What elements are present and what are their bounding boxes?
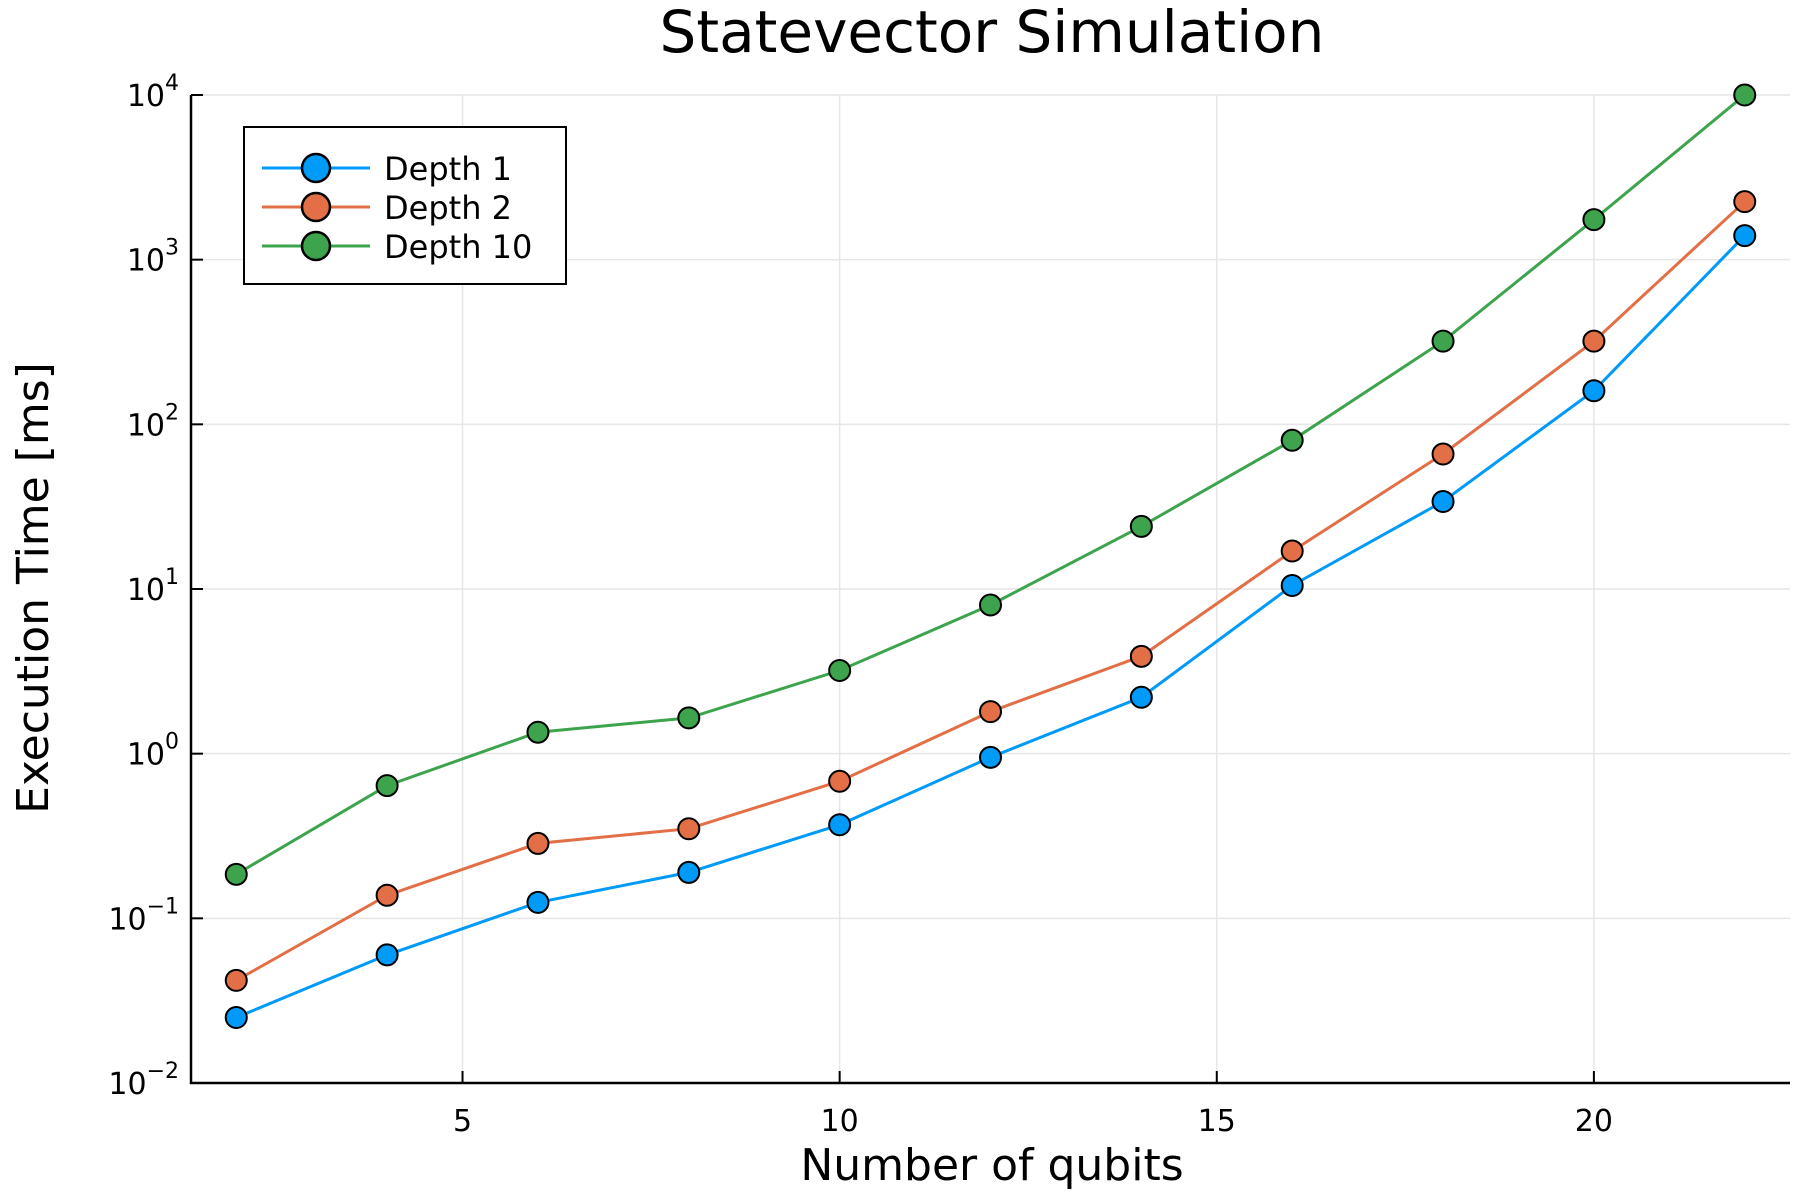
data-point — [1582, 329, 1606, 353]
legend-item: Depth 1 — [262, 150, 512, 188]
data-point — [677, 817, 701, 841]
x-tick-label: 20 — [1575, 1104, 1613, 1139]
legend-item: Depth 2 — [262, 189, 512, 227]
data-point — [1733, 224, 1757, 248]
data-point — [224, 862, 248, 886]
y-tick-label: 102 — [127, 400, 179, 443]
data-point — [375, 774, 399, 798]
data-point — [828, 769, 852, 793]
legend-label: Depth 2 — [384, 189, 512, 227]
data-point — [828, 813, 852, 837]
series-depth-10 — [224, 83, 1757, 886]
data-point — [1733, 190, 1757, 214]
data-point — [1129, 514, 1153, 538]
data-point — [1431, 442, 1455, 466]
data-point — [1280, 574, 1304, 598]
chart-title: Statevector Simulation — [660, 0, 1325, 66]
series-depth-2 — [224, 190, 1757, 992]
series-depth-1 — [224, 224, 1757, 1029]
y-tick-label: 10−2 — [108, 1059, 179, 1102]
data-point — [224, 968, 248, 992]
legend-label: Depth 10 — [384, 228, 532, 266]
x-tick-label: 10 — [821, 1104, 859, 1139]
data-point — [375, 883, 399, 907]
data-point — [677, 706, 701, 730]
data-point — [1129, 685, 1153, 709]
y-tick-label: 10−1 — [108, 894, 179, 937]
y-axis-label: Execution Time [ms] — [8, 362, 59, 814]
data-point — [677, 860, 701, 884]
data-point — [224, 1005, 248, 1029]
x-tick-label: 5 — [453, 1104, 472, 1139]
data-point — [979, 700, 1002, 724]
data-point — [526, 890, 550, 914]
data-point — [1280, 539, 1304, 563]
data-point — [526, 720, 550, 744]
legend-label: Depth 1 — [384, 150, 512, 188]
legend-marker — [300, 191, 332, 223]
data-point — [1733, 83, 1757, 107]
legend-marker — [300, 230, 332, 262]
data-point — [1129, 644, 1153, 668]
data-point — [1431, 489, 1455, 513]
axes — [189, 94, 1790, 1085]
legend-item: Depth 10 — [262, 228, 532, 266]
data-point — [1582, 208, 1606, 232]
data-point — [375, 943, 399, 967]
data-point — [979, 745, 1002, 769]
data-series — [224, 83, 1757, 1029]
data-point — [1280, 428, 1304, 452]
data-point — [979, 593, 1002, 617]
y-tick-label: 104 — [127, 71, 179, 114]
data-point — [1582, 379, 1606, 403]
data-point — [1431, 329, 1455, 353]
x-tick-label: 15 — [1198, 1104, 1236, 1139]
data-point — [828, 658, 852, 682]
legend-marker — [300, 152, 332, 184]
tick-labels: 5 10 15 20 10−2 10−1 100 101 102 103 104 — [108, 71, 1613, 1139]
data-point — [526, 831, 550, 855]
y-tick-label: 101 — [127, 565, 179, 608]
y-tick-label: 100 — [127, 730, 179, 773]
y-tick-label: 103 — [127, 236, 179, 279]
x-axis-label: Number of qubits — [800, 1140, 1183, 1191]
